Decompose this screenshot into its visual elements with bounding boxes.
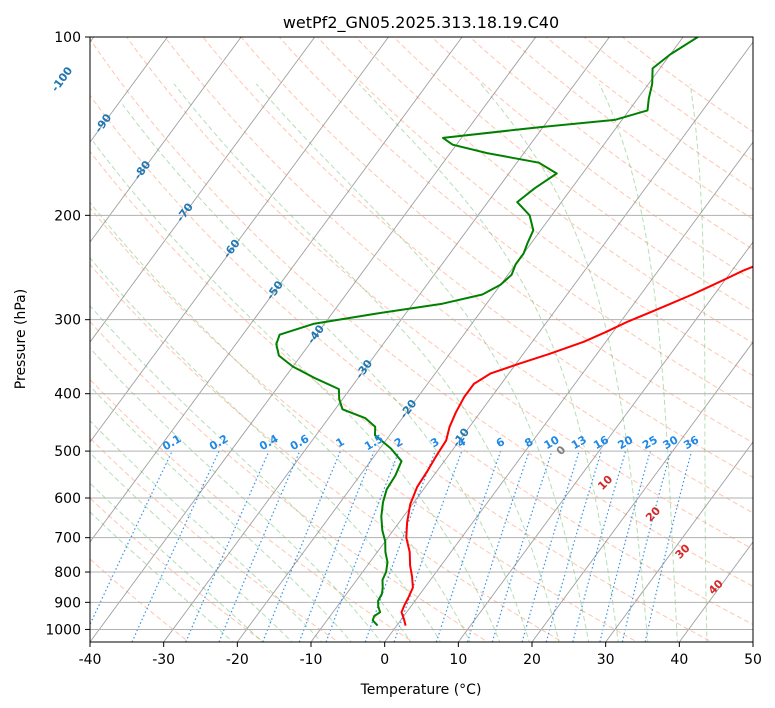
skew-isotherm [605, 441, 753, 642]
plot-background [90, 37, 753, 642]
mixing-ratio-line [644, 450, 693, 642]
dry-adiabat [164, 37, 753, 514]
mixing-ratio-line [262, 450, 342, 642]
mixing-ratio-line [621, 450, 672, 642]
moist-adiabat [689, 83, 708, 642]
skew-isotherm [384, 141, 753, 642]
mixing-ratio-line [599, 450, 651, 642]
mixing-ratio-line [325, 450, 400, 642]
mixing-ratio-line [435, 450, 502, 642]
x-tick-label: 0 [380, 652, 389, 668]
dry-adiabat [90, 320, 489, 642]
moist-adiabat [480, 83, 649, 642]
y-axis-title: Pressure (hPa) [13, 289, 29, 389]
mixing-ratio-line [298, 450, 375, 642]
pressure-gridlines [90, 36, 753, 630]
y-tick-label: 100 [54, 30, 81, 46]
y-tick-label: 400 [54, 387, 81, 403]
x-axis-title: Temperature (°C) [360, 682, 482, 698]
profile-lines [275, 37, 753, 627]
dry-adiabat [316, 37, 753, 377]
x-tick-label: 40 [670, 652, 688, 668]
moist-adiabat [90, 511, 234, 642]
y-axis-ticks: 100 200 300 400 500 600 700 800 900 1000 [45, 30, 90, 638]
moist-adiabat [90, 452, 293, 642]
dewpoint-line [275, 37, 699, 627]
mixing-ratio-line [393, 450, 463, 642]
x-tick-label: -10 [300, 652, 323, 668]
x-tick-label: -20 [226, 652, 249, 668]
chart-title: wetPf2_GN05.2025.313.18.19.C40 [283, 13, 559, 33]
moist-adiabat [598, 83, 678, 642]
skew-isotherm [90, 37, 168, 143]
y-tick-label: 600 [54, 491, 81, 507]
moist-adiabat [92, 141, 501, 642]
dry-adiabat [354, 37, 753, 344]
skew-isotherm [752, 641, 753, 642]
y-tick-label: 300 [54, 313, 81, 329]
moist-adiabat [255, 83, 590, 642]
moist-adiabat [122, 104, 530, 642]
x-tick-label: 20 [523, 652, 541, 668]
x-tick-label: -30 [152, 652, 175, 668]
skew-isotherm [90, 37, 463, 543]
skew-isotherm [236, 37, 684, 642]
x-tick-label: 10 [449, 652, 467, 668]
y-tick-label: 1000 [45, 622, 81, 638]
skew-isotherm [531, 341, 753, 642]
skew-isotherm [90, 37, 242, 243]
moist-adiabat [90, 305, 412, 642]
mixing-ratio-line [491, 450, 553, 642]
skew-isotherm [163, 37, 610, 642]
mixing-ratio-line [545, 450, 602, 642]
dry-adiabat [240, 37, 753, 444]
skew-isotherm [90, 37, 316, 343]
mixing-ratio-line [218, 450, 301, 642]
temperature-line [400, 265, 753, 626]
mixing-ratio-line [572, 450, 627, 642]
isotherm-label: -100 [49, 64, 76, 94]
mixing-ratio-line [466, 450, 530, 642]
y-tick-label: 200 [54, 208, 81, 224]
y-tick-label: 700 [54, 531, 81, 547]
plot-frame [89, 36, 754, 643]
dry-adiabat [90, 38, 753, 587]
moist-adiabat [90, 347, 382, 642]
moist-adiabat [173, 83, 560, 642]
dry-adiabat [392, 37, 753, 312]
x-tick-label: 50 [744, 652, 762, 668]
x-axis-ticks: -40 -30 -20 -10 0 10 20 30 40 50 [79, 642, 762, 668]
moist-adiabat [90, 201, 471, 642]
x-tick-label: 30 [597, 652, 615, 668]
y-tick-label: 900 [54, 595, 81, 611]
x-tick-label: -40 [79, 652, 102, 668]
mixing-ratio-line [185, 450, 270, 642]
skew-isotherm [90, 37, 537, 642]
dry-adiabat [202, 37, 753, 479]
y-tick-label: 800 [54, 565, 81, 581]
background-lines [90, 37, 753, 642]
y-tick-label: 500 [54, 444, 81, 460]
moist-adiabat [358, 83, 619, 642]
mixing-ratio-line [521, 450, 580, 642]
moist-adiabat [90, 257, 441, 642]
skew-isotherm [457, 241, 753, 642]
dry-adiabat [90, 150, 713, 642]
skew-isotherm [90, 37, 389, 443]
